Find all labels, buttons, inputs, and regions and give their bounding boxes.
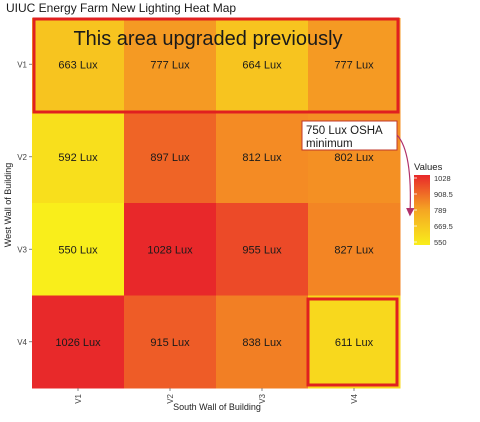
cell-label-v2-v2: 897 Lux: [150, 152, 190, 164]
legend-color-bar: [414, 175, 430, 245]
legend-tick-label-4: 550: [434, 238, 447, 247]
legend-title: Values: [414, 162, 443, 173]
legend-ticks: 1028 908.5 789 669.5 550: [414, 174, 453, 247]
y-axis-ticks: V1 V2 V3 V4: [17, 60, 32, 347]
y-tick-label-v3: V3: [17, 245, 27, 254]
cell-label-v3-v1: 664 Lux: [242, 59, 282, 71]
osha-note: 750 Lux OSHA minimum: [301, 120, 398, 151]
y-tick-label-v1: V1: [17, 60, 27, 69]
y-tick-label-v2: V2: [17, 153, 27, 162]
cell-v4-v1: [308, 18, 401, 111]
legend-tick-label-3: 669.5: [434, 222, 453, 231]
cell-v4-v3: [308, 203, 401, 296]
cell-label-v3-v4: 838 Lux: [242, 337, 282, 349]
cell-label-v4-v4: 611 Lux: [335, 337, 374, 349]
cell-label-v3-v3: 955 Lux: [242, 244, 282, 256]
cell-v4-v4: [308, 295, 401, 389]
cell-label-v1-v3: 550 Lux: [58, 244, 98, 256]
legend-tick-label-2: 789: [434, 206, 447, 215]
cell-label-v4-v3: 827 Lux: [334, 244, 374, 256]
cell-v1-v4: [32, 295, 125, 389]
color-legend: Values 1028 908.5 789 669.5 550: [414, 162, 453, 247]
cell-v1-v1: [32, 18, 125, 111]
chart-title: UIUC Energy Farm New Lighting Heat Map: [6, 1, 236, 15]
v4-v4-cell-highlight: [306, 297, 399, 387]
cell-v2-v2: [124, 110, 217, 204]
upgraded-area-highlight: [32, 17, 400, 114]
heatmap-cells: [32, 18, 401, 389]
x-axis-ticks: V1 V2 V3 V4: [74, 388, 359, 404]
cell-label-v1-v1: 663 Lux: [58, 59, 98, 71]
cell-v3-v4: [216, 295, 309, 389]
cell-v1-v3: [32, 203, 125, 296]
cell-label-v1-v4: 1026 Lux: [55, 337, 101, 349]
cell-label-v4-v1: 777 Lux: [334, 59, 374, 71]
x-tick-label-v4: V4: [350, 393, 359, 403]
x-tick-label-v3: V3: [258, 393, 267, 403]
cell-v2-v1: [124, 18, 217, 111]
osha-note-arrow: [396, 134, 415, 217]
cell-label-v2-v1: 777 Lux: [150, 59, 190, 71]
cell-label-v2-v4: 915 Lux: [150, 337, 190, 349]
x-axis-label: South Wall of Building: [173, 402, 261, 412]
y-axis-label: West Wall of Building: [3, 163, 13, 248]
cell-label-v3-v2: 812 Lux: [242, 152, 282, 164]
legend-tick-label-0: 1028: [434, 174, 451, 183]
cell-v3-v3: [216, 203, 309, 296]
cell-v3-v2: [216, 110, 309, 204]
cell-label-v1-v2: 592 Lux: [58, 152, 98, 164]
y-tick-label-v4: V4: [17, 338, 27, 347]
legend-tick-label-1: 908.5: [434, 190, 453, 199]
x-tick-label-v2: V2: [166, 393, 175, 403]
osha-note-box: [301, 120, 398, 151]
osha-note-line1: 750 Lux OSHA: [306, 125, 383, 137]
heatmap-cell-labels: 663 Lux 777 Lux 664 Lux 777 Lux 592 Lux 897 L…: [55, 59, 374, 349]
x-tick-label-v1: V1: [74, 393, 83, 403]
cell-v2-v3: [124, 203, 217, 296]
cell-label-v2-v3: 1028 Lux: [147, 244, 193, 256]
upgraded-area-text: This area upgraded previously: [73, 28, 342, 50]
cell-label-v4-v2: 802 Lux: [334, 152, 374, 164]
cell-v2-v4: [124, 295, 217, 389]
cell-v3-v1: [216, 18, 309, 111]
osha-note-line2: minimum: [306, 138, 353, 150]
cell-v1-v2: [32, 110, 125, 204]
